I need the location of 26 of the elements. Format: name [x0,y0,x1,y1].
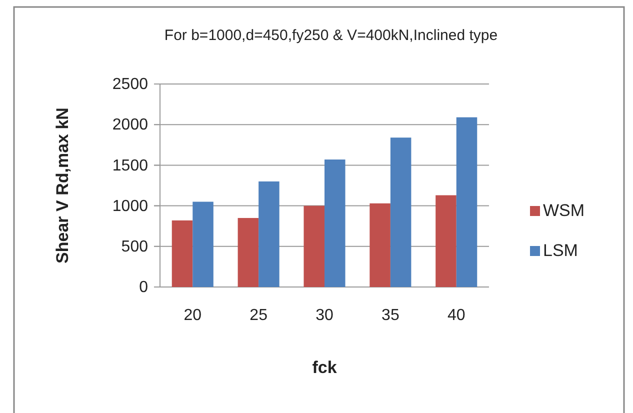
y-tick-label: 1500 [112,157,148,174]
bar [370,203,390,287]
x-tick-label: 30 [316,307,334,324]
legend-label: LSM [543,241,578,260]
bar [172,220,193,287]
y-tick-label: 2000 [112,116,148,134]
y-tick-label: 2500 [112,76,148,94]
bar [324,160,346,287]
x-tick-label: 40 [447,307,466,324]
legend-label: WSM [543,201,585,220]
x-tick-label: 20 [184,307,202,324]
bar [456,117,478,287]
bar [192,202,214,287]
chart-title: For b=1000,d=450,fy250 & V=400kN,Inclined type [164,27,498,44]
bar [390,138,412,287]
bar [258,181,280,287]
bar [436,195,456,287]
x-tick-label: 25 [250,307,268,324]
y-tick-label: 0 [139,279,148,296]
x-tick-label: 35 [382,307,400,324]
bar [238,218,259,287]
x-axis-title: fck [312,358,338,377]
bar [304,206,324,287]
y-tick-label: 1000 [112,198,148,215]
y-tick-label: 500 [121,238,148,256]
y-axis-title: Shear V Rd,max kN [53,108,72,264]
